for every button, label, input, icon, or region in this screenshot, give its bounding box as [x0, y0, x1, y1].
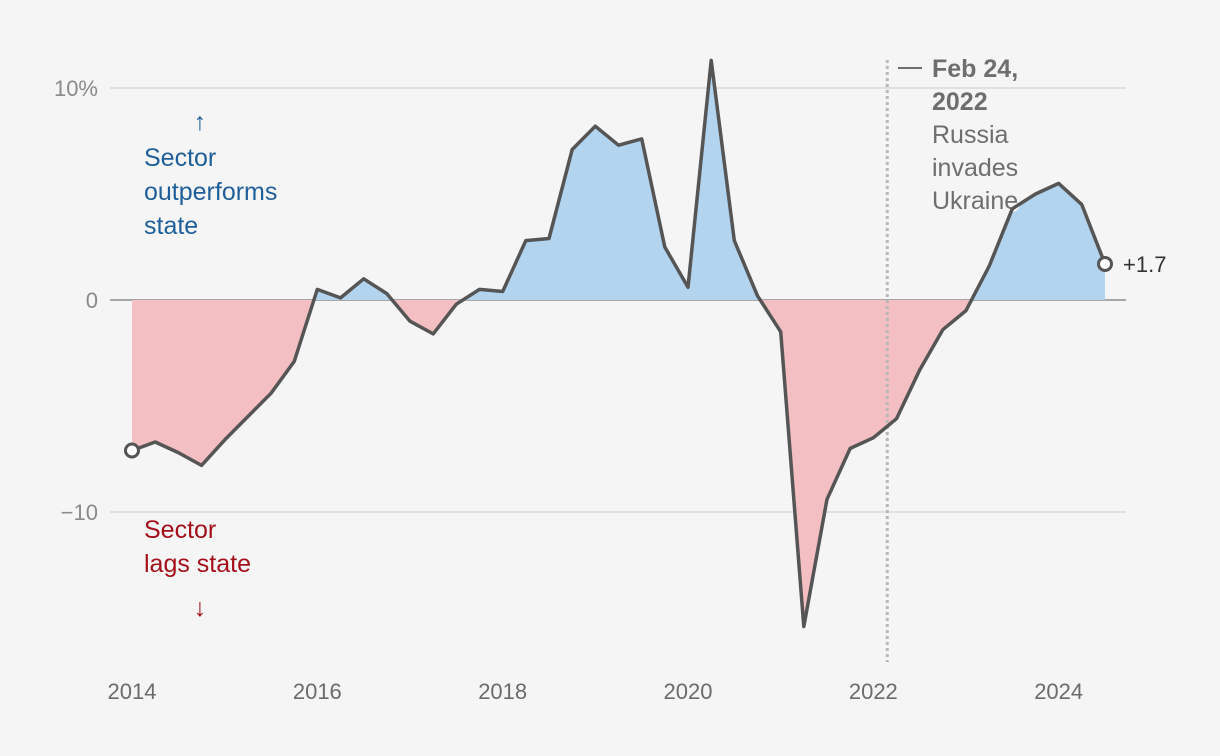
- x-tick-label: 2022: [849, 679, 898, 704]
- annotation-text-line: Russia: [932, 121, 1009, 149]
- y-tick-label: 10%: [54, 76, 98, 101]
- annotation-text-line: Ukraine: [932, 187, 1018, 215]
- data-line: [131, 58, 1107, 629]
- y-tick-label: −10: [61, 500, 98, 525]
- y-tick-label: 0: [86, 288, 98, 313]
- lag-note-line: lags state: [144, 550, 251, 578]
- down-arrow-icon: ↓: [194, 594, 207, 622]
- event-marker: Feb 24, 2022 Russia invades Ukraine: [885, 55, 1021, 662]
- annotation-date-line: Feb 24,: [932, 55, 1018, 83]
- negative-area: [392, 300, 463, 334]
- x-tick-label: 2024: [1034, 679, 1083, 704]
- series-line: +1.7: [124, 58, 1166, 629]
- x-tick-label: 2020: [664, 679, 713, 704]
- x-tick-label: 2014: [108, 679, 157, 704]
- outperform-note-line: Sector: [144, 144, 216, 172]
- x-tick-label: 2018: [478, 679, 527, 704]
- end-point-marker: [1097, 255, 1113, 272]
- annotation-text-line: invades: [932, 154, 1018, 182]
- negative-area: [132, 300, 314, 466]
- x-tick-label: 2016: [293, 679, 342, 704]
- end-value-label: +1.7: [1123, 252, 1166, 277]
- annotation-date-line: 2022: [932, 88, 988, 116]
- lag-note-line: Sector: [144, 516, 216, 544]
- positive-area: [971, 183, 1105, 300]
- negative-area: [760, 300, 972, 627]
- notes: ↑ Sector outperforms state Sector lags state ↓: [144, 108, 277, 622]
- axis-labels: 10% 0 −10 2014 2016 2018 2020 2022 2024: [54, 76, 1083, 704]
- start-point-marker: [124, 442, 140, 459]
- outperform-note-line: state: [144, 212, 198, 240]
- outperform-note-line: outperforms: [144, 178, 277, 206]
- up-arrow-icon: ↑: [194, 108, 207, 136]
